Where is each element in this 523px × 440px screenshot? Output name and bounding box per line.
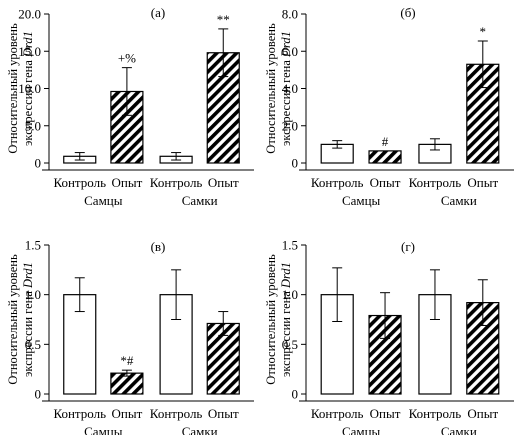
- x-group-label: Самцы: [342, 424, 381, 435]
- panel-label: (в): [151, 239, 166, 254]
- y-axis-label-line1: Относительный уровень: [264, 23, 278, 154]
- chart-panel-3: 0 0.5 1.0 1.5 Контроль *# Опыт Контроль Опыт Самц…: [6, 238, 254, 439]
- y-axis-label-line2: экспрессии гена Drd1: [279, 31, 293, 146]
- y-tick-label: 4.0: [282, 81, 298, 96]
- y-tick-label: 0: [292, 387, 299, 402]
- x-category-label: Контроль: [311, 175, 364, 190]
- y-axis-label-line1: Относительный уровень: [6, 23, 20, 154]
- y-tick-label: 8.0: [282, 7, 298, 22]
- x-category-label: Опыт: [208, 406, 239, 421]
- significance-mark: *: [480, 24, 487, 39]
- x-category-label: Опыт: [370, 175, 401, 190]
- y-tick-label: 0.5: [282, 337, 298, 352]
- y-axis-label-prefix: экспрессии гена: [21, 288, 35, 377]
- x-category-label: Контроль: [150, 406, 203, 421]
- x-category-label: Опыт: [112, 175, 143, 190]
- y-tick-label: 1.0: [25, 287, 41, 302]
- y-tick-label: 1.0: [282, 287, 298, 302]
- y-axis-label-gene: Drd1: [21, 31, 35, 58]
- x-category-label: Опыт: [467, 406, 498, 421]
- y-tick-label: 0.5: [25, 337, 41, 352]
- y-axis-label-line2: экспрессии гена Drd1: [279, 262, 293, 377]
- y-tick-label: 20.0: [18, 7, 41, 22]
- y-tick-label: 0: [35, 156, 42, 171]
- x-category-label: Контроль: [53, 175, 106, 190]
- x-category-label: Контроль: [150, 175, 203, 190]
- x-group-label: Самцы: [84, 193, 123, 208]
- y-tick-label: 1.5: [25, 238, 41, 253]
- x-group-label: Самки: [182, 424, 218, 435]
- x-category-label: Контроль: [53, 406, 106, 421]
- x-category-label: Опыт: [467, 175, 498, 190]
- y-axis-label-prefix: экспрессии гена: [21, 57, 35, 146]
- y-tick-label: 0: [35, 387, 42, 402]
- y-tick-label: 0: [292, 156, 299, 171]
- y-tick-label: 10.0: [18, 81, 41, 96]
- y-tick-label: 6.0: [282, 44, 298, 59]
- x-category-label: Контроль: [409, 406, 462, 421]
- panel-label: (б): [400, 5, 415, 20]
- significance-mark: +%: [118, 51, 136, 66]
- y-axis-label-line1: Относительный уровень: [264, 254, 278, 385]
- significance-mark: **: [217, 12, 230, 27]
- chart-panel-2: 0 2.0 4.0 6.0 8.0 Контроль # Опыт Контроль * Опыт С…: [264, 5, 514, 208]
- x-group-label: Самки: [182, 193, 218, 208]
- x-group-label: Самцы: [84, 424, 123, 435]
- x-group-label: Самцы: [342, 193, 381, 208]
- x-category-label: Опыт: [370, 406, 401, 421]
- y-axis-label-prefix: экспрессии гена: [279, 288, 293, 377]
- x-category-label: Опыт: [208, 175, 239, 190]
- y-tick-label: 2.0: [282, 118, 298, 133]
- panel-label: (а): [151, 5, 165, 20]
- y-tick-label: 1.5: [282, 238, 298, 253]
- x-category-label: Контроль: [409, 175, 462, 190]
- chart-panel-4: 0 0.5 1.0 1.5 Контроль Опыт Контроль Опыт Самцы С…: [264, 238, 514, 439]
- y-axis-label-prefix: экспрессии гена: [279, 57, 293, 146]
- y-axis-label-gene: Drd1: [21, 262, 35, 289]
- y-tick-label: 15.0: [18, 44, 41, 59]
- y-axis-label-line2: экспрессии гена Drd1: [21, 31, 35, 146]
- y-tick-label: 5.0: [25, 118, 41, 133]
- chart-panel-1: 0 5.0 10.0 15.0 20.0 Контроль +% Опыт Контроль **…: [6, 5, 254, 208]
- y-axis-label-line2: экспрессии гена Drd1: [21, 262, 35, 377]
- y-axis-label-line1: Относительный уровень: [6, 254, 20, 385]
- x-group-label: Самки: [441, 193, 477, 208]
- y-axis-label-gene: Drd1: [279, 31, 293, 58]
- significance-mark: #: [382, 134, 389, 149]
- x-category-label: Контроль: [311, 406, 364, 421]
- significance-mark: *#: [120, 353, 134, 368]
- x-group-label: Самки: [441, 424, 477, 435]
- y-axis-label-gene: Drd1: [279, 262, 293, 289]
- x-category-label: Опыт: [112, 406, 143, 421]
- panel-label: (г): [401, 239, 415, 254]
- bar-opyt: [368, 150, 402, 164]
